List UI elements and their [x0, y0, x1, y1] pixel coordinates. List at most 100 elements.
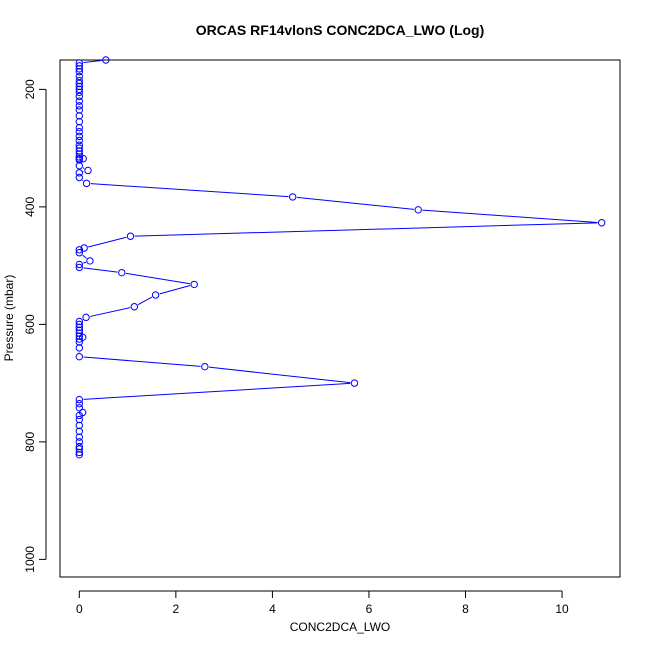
data-point: [75, 249, 84, 257]
data-point: [201, 362, 209, 371]
data-point: [75, 260, 84, 269]
data-point: [82, 179, 91, 188]
data-point: [75, 338, 84, 346]
data-point: [414, 206, 422, 214]
data-point: [75, 82, 84, 91]
data-point: [288, 193, 297, 201]
data-point: [102, 56, 110, 64]
data-point: [75, 427, 84, 435]
series-segment: [90, 183, 289, 198]
data-point: [126, 232, 135, 240]
data-point: [75, 317, 84, 326]
data-point: [75, 173, 84, 182]
data-point: [75, 132, 84, 141]
data-point: [151, 291, 160, 299]
data-point: [75, 141, 84, 149]
series-segment: [82, 254, 87, 259]
data-point: [75, 156, 84, 164]
x-tick-label: 4: [269, 602, 276, 616]
data-point: [75, 147, 84, 155]
x-tick-label: 6: [366, 602, 373, 616]
series-segment: [82, 167, 85, 169]
x-tick-label: 0: [76, 602, 83, 616]
data-point: [75, 92, 84, 101]
data-point: [84, 166, 92, 175]
chart-title: ORCAS RF14vlonS CONC2DCA_LWO (Log): [196, 22, 485, 38]
series-segment: [90, 307, 131, 317]
series-segment: [422, 209, 598, 223]
data-point: [75, 326, 84, 334]
data-point: [75, 335, 84, 343]
y-tick-label: 600: [23, 314, 37, 334]
data-point: [75, 97, 84, 105]
y-tick-label: 400: [23, 197, 37, 217]
data-point: [597, 219, 606, 227]
series-segment: [83, 356, 201, 367]
data-point: [75, 399, 84, 408]
x-tick-label: 10: [555, 602, 569, 616]
data-point: [75, 112, 84, 120]
data-point: [75, 65, 84, 73]
data-point: [118, 268, 126, 277]
series-segment: [88, 236, 127, 248]
x-tick-label: 8: [462, 602, 469, 616]
plot-area: [75, 56, 606, 459]
data-point: [75, 415, 84, 424]
data-point: [80, 244, 88, 252]
data-point: [75, 85, 84, 94]
data-point: [75, 76, 84, 85]
x-axis-label: CONC2DCA_LWO: [290, 620, 390, 634]
y-tick-label: 1000: [23, 546, 37, 573]
data-point: [75, 79, 84, 88]
data-point: [75, 144, 84, 152]
series-segment: [83, 261, 87, 264]
data-point: [75, 169, 84, 177]
plot-frame: [59, 59, 621, 578]
series-segment: [125, 272, 191, 285]
data-point: [75, 263, 84, 272]
data-point: [75, 438, 84, 446]
data-point: [75, 150, 84, 158]
data-point: [75, 102, 84, 110]
data-point: [75, 246, 84, 254]
y-axis: 200 400 600 800 1000: [23, 79, 47, 573]
series-segment: [134, 222, 598, 237]
series-segment: [296, 196, 415, 210]
y-axis-label: Pressure (mbar): [2, 275, 16, 362]
y-tick-label: 200: [23, 79, 37, 99]
series-segment: [208, 366, 351, 384]
data-point: [75, 320, 84, 329]
data-point: [75, 127, 84, 136]
data-point: [75, 352, 84, 361]
data-point: [75, 451, 84, 459]
series-segment: [83, 382, 351, 400]
data-point: [82, 313, 90, 322]
data-point: [350, 379, 359, 387]
data-point: [75, 323, 84, 332]
data-point: [75, 68, 84, 76]
data-point: [75, 62, 84, 70]
data-point: [75, 411, 84, 420]
x-axis: 0 2 4 6 8 10: [76, 590, 569, 616]
data-point: [75, 344, 84, 352]
data-point: [75, 72, 84, 81]
series-segment: [82, 179, 84, 182]
data-point: [130, 303, 139, 311]
series-segment: [137, 296, 153, 306]
data-point: [75, 117, 84, 126]
data-point: [75, 421, 84, 430]
data-point: [75, 88, 84, 97]
data-point: [79, 155, 87, 163]
data-point: [75, 395, 84, 404]
series-segment: [159, 285, 191, 295]
data-point: [75, 106, 84, 114]
data-point: [75, 445, 84, 453]
y-tick-label: 800: [23, 432, 37, 452]
data-point: [75, 448, 84, 457]
data-point: [75, 332, 84, 340]
series-segment: [83, 59, 102, 63]
data-point: [75, 442, 84, 451]
data-point: [75, 433, 84, 441]
series-segment: [83, 267, 118, 273]
